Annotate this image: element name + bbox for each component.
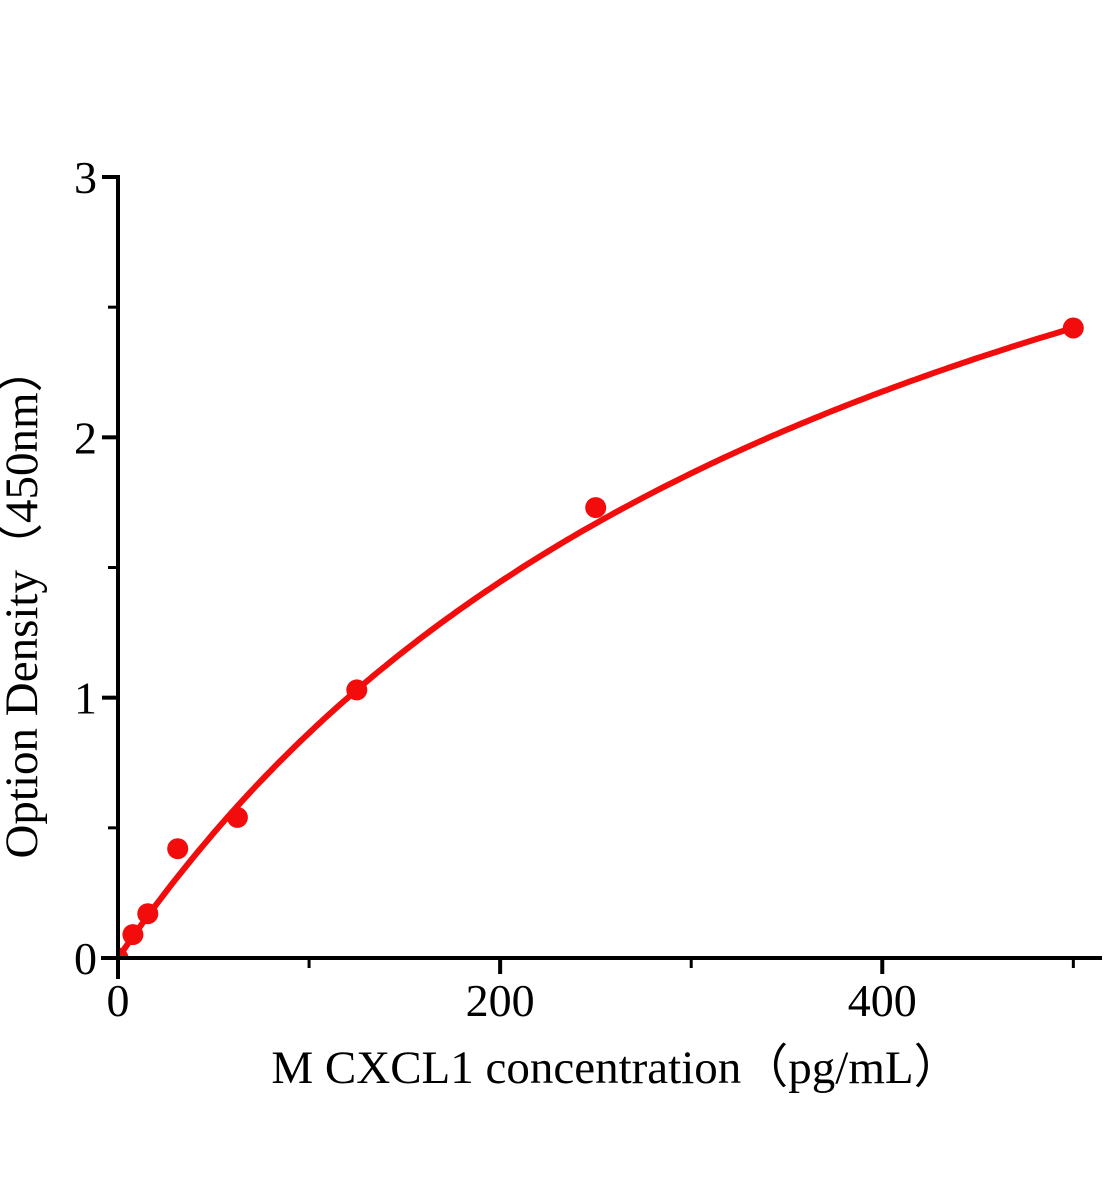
data-point-marker bbox=[226, 806, 248, 828]
y-tick-label: 3 bbox=[74, 152, 97, 203]
y-tick-label: 2 bbox=[74, 412, 97, 463]
data-point-marker bbox=[122, 924, 144, 946]
data-layer bbox=[120, 317, 1084, 957]
data-point-marker bbox=[585, 497, 607, 519]
x-tick-label: 0 bbox=[107, 975, 130, 1026]
x-tick-label: 400 bbox=[848, 975, 917, 1026]
data-point-marker bbox=[137, 903, 159, 925]
standard-curve-line bbox=[120, 324, 1077, 957]
axis-layer bbox=[101, 175, 1102, 979]
data-point-marker bbox=[120, 947, 129, 957]
data-point-marker bbox=[167, 838, 189, 860]
x-tick-label: 200 bbox=[466, 975, 535, 1026]
data-point-marker bbox=[1062, 317, 1084, 339]
y-tick-label: 1 bbox=[74, 673, 97, 724]
tick-label-layer: 0 200 400 0 1 2 3 bbox=[74, 152, 917, 1026]
data-point-marker bbox=[346, 679, 368, 701]
y-axis-title: Option Density（450nm） bbox=[0, 345, 48, 858]
x-axis-title: M CXCL1 concentration（pg/mL） bbox=[271, 1042, 960, 1094]
y-tick-label: 0 bbox=[74, 933, 97, 984]
